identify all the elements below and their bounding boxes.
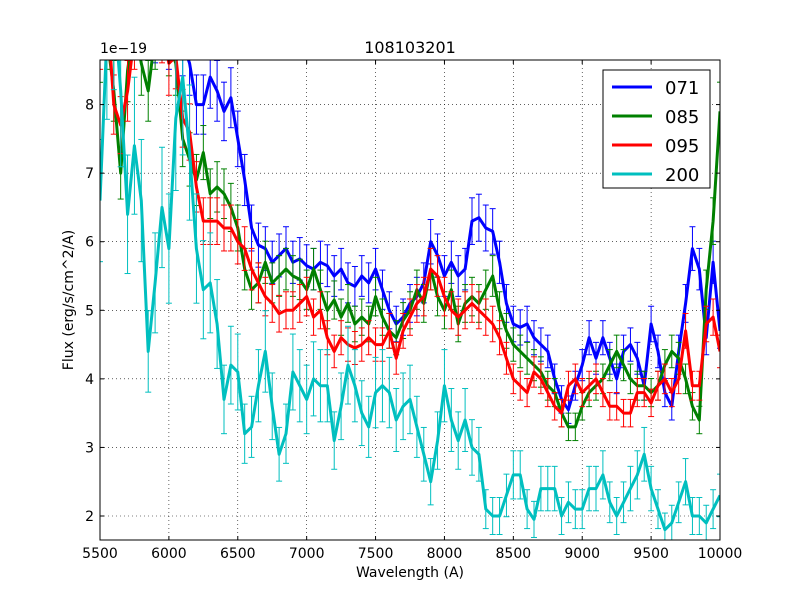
- y-tick-label: 3: [85, 440, 94, 456]
- series-line-095: [109, 60, 720, 415]
- y-tick-label: 7: [85, 166, 94, 182]
- x-axis-label: Wavelength (A): [356, 565, 464, 581]
- x-tick-label: 6500: [220, 546, 256, 562]
- legend-label-071: 071: [665, 78, 699, 99]
- legend-label-200: 200: [665, 165, 699, 186]
- series-200: [100, 60, 720, 540]
- series-095: [100, 60, 720, 428]
- legend: 071 085 095 200: [602, 69, 711, 189]
- x-tick-label: 5500: [82, 546, 118, 562]
- x-tick-label: 6000: [151, 546, 187, 562]
- y-axis-label: Flux (erg/s/cm^2/A): [61, 230, 77, 370]
- x-tick-label: 7500: [358, 546, 394, 562]
- axis-ticks: 5500 6000 6500 7000 7500 8000 8500 9000 9500 1000…: [82, 60, 742, 562]
- legend-box: [602, 69, 711, 189]
- x-tick-label: 8500: [496, 546, 532, 562]
- x-tick-label: 10000: [698, 546, 743, 562]
- y-offset-label: 1e−19: [100, 41, 147, 57]
- chart-title: 108103201: [364, 38, 456, 57]
- plot-frame: [99, 59, 721, 541]
- x-tick-label: 8000: [427, 546, 463, 562]
- y-tick-label: 4: [85, 372, 94, 388]
- y-tick-label: 6: [85, 235, 94, 251]
- series-line-200: [100, 60, 720, 532]
- legend-label-095: 095: [665, 136, 699, 157]
- y-tick-label: 8: [85, 98, 94, 114]
- x-tick-label: 9000: [564, 546, 600, 562]
- x-tick-label: 7000: [289, 546, 325, 562]
- series-layer: [100, 60, 720, 540]
- x-tick-label: 9500: [633, 546, 669, 562]
- y-tick-label: 2: [85, 509, 94, 525]
- legend-label-085: 085: [665, 107, 699, 128]
- y-tick-label: 5: [85, 303, 94, 319]
